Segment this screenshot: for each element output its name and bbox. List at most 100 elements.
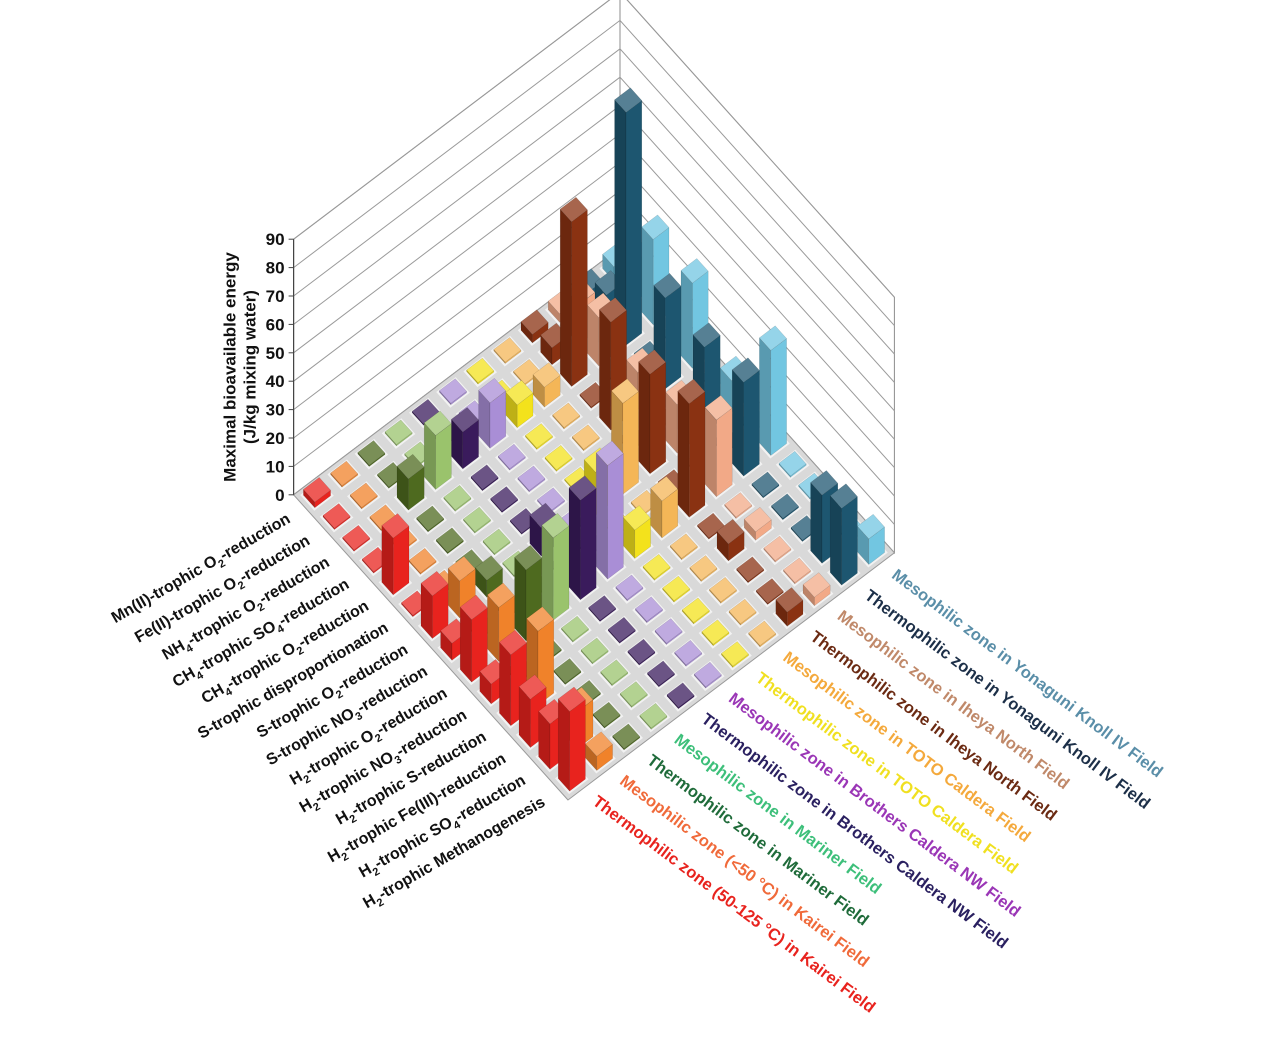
- bar-c12-series-9: [559, 196, 588, 388]
- bar-c10-series-2: [408, 547, 437, 575]
- bar-c4-series-3: [553, 658, 582, 686]
- bar-c10-series-6: [517, 465, 546, 493]
- bar-c5-series-6: [615, 574, 644, 602]
- bar-c4-series-10: [743, 506, 772, 541]
- bar-c4-series-6: [635, 596, 663, 624]
- grid-line: [293, 19, 895, 326]
- grid-line: [293, 0, 895, 298]
- bar-c1-series-4: [639, 702, 668, 730]
- series-label-8: Mesophilic zone in TOTO Caldera Field: [780, 648, 1034, 846]
- bar-c3-series-1: [518, 674, 547, 749]
- bar-c13-series-1: [322, 503, 351, 531]
- bar-c1-series-3: [612, 723, 641, 751]
- bar-c4-series-7: [662, 575, 691, 603]
- bar-c14-series-3: [357, 440, 386, 468]
- bar-c8-series-1: [420, 570, 449, 640]
- bar-c1-series-1: [557, 686, 586, 792]
- bar-c2-series-5: [647, 660, 675, 688]
- bar-c13-series-2: [349, 482, 378, 510]
- bar-c6-series-9: [677, 378, 706, 518]
- bar-c12-series-5: [451, 407, 479, 470]
- y-tick-label: 60: [266, 315, 285, 334]
- bar-c6-series-7: [623, 505, 651, 560]
- y-tick-label: 70: [266, 287, 285, 306]
- bar-c5-series-4: [561, 615, 589, 643]
- bar-c9-series-4: [482, 528, 511, 556]
- bar-c1-series-12: [857, 513, 885, 566]
- bar-c11-series-6: [497, 443, 526, 471]
- bar-c3-series-9: [736, 556, 765, 584]
- bar-c10-series-4: [463, 506, 491, 534]
- bar-c3-series-5: [627, 638, 656, 666]
- bar-c6-series-8: [650, 476, 679, 539]
- bar-c6-series-4: [541, 512, 570, 621]
- series-label-2: Mesophilic zone (<50 °C) in Kairei Field: [616, 772, 872, 971]
- bar-c6-series-5: [568, 475, 597, 601]
- bar-c3-series-8: [709, 576, 737, 604]
- bar-c8-series-9: [638, 349, 667, 475]
- bar-c1-series-9: [775, 587, 804, 627]
- bars-layer: [303, 87, 885, 792]
- y-tick-label: 80: [266, 259, 285, 278]
- bar-c2-series-7: [701, 619, 730, 647]
- bar-c4-series-4: [580, 637, 609, 665]
- grid-line: [293, 48, 895, 355]
- bar-c2-series-9: [755, 578, 784, 606]
- bar-c6-series-6: [595, 440, 624, 580]
- bar-c1-series-8: [748, 620, 777, 648]
- y-axis-unit: (J/kg mixing water): [241, 290, 260, 444]
- y-tick-label: 30: [266, 401, 285, 420]
- bar-c1-series-2: [585, 731, 613, 772]
- bar-c8-series-3: [475, 555, 503, 598]
- bar-c11-series-5: [470, 464, 499, 492]
- y-tick-label: 20: [266, 429, 285, 448]
- bar-c5-series-7: [642, 553, 671, 581]
- bar-c5-series-12: [778, 450, 807, 478]
- bar-c11-series-7: [525, 423, 553, 451]
- bar-c10-series-8: [571, 424, 600, 452]
- y-tick-label: 10: [266, 457, 285, 476]
- bar-c5-series-5: [588, 595, 617, 623]
- bar-c4-series-5: [607, 616, 636, 644]
- bar-c4-series-9: [716, 518, 745, 562]
- bar-c11-series-8: [552, 402, 581, 430]
- bar-c5-series-8: [669, 533, 698, 561]
- bar-c3-series-6: [654, 618, 683, 646]
- bar-c12-series-8: [532, 362, 561, 408]
- bar-c10-series-5: [490, 486, 519, 514]
- bar-c14-series-6: [439, 378, 467, 406]
- bar-c10-series-7: [544, 444, 573, 472]
- bar-c6-series-10: [704, 395, 733, 498]
- bar-c1-series-10: [802, 572, 831, 607]
- y-axis-title: Maximal bioavailable energy: [221, 252, 240, 482]
- back-walls-grid: [293, 0, 895, 555]
- bar-c12-series-3: [396, 453, 425, 511]
- bar-c12-series-1: [342, 524, 371, 552]
- bar-c14-series-4: [384, 419, 413, 447]
- y-tick-label: 0: [275, 486, 284, 505]
- bar-c10-series-1: [381, 513, 410, 596]
- bar-c1-series-11: [829, 483, 858, 586]
- bar-c1-series-7: [721, 641, 749, 669]
- y-tick-label: 90: [266, 230, 285, 249]
- bar-c6-series-12: [759, 325, 787, 457]
- bar-c2-series-3: [592, 701, 621, 729]
- bar-c5-series-10: [724, 492, 753, 520]
- bar-c11-series-4: [443, 484, 472, 512]
- bar-c14-series-8: [493, 337, 522, 365]
- bar-c6-series-11: [731, 357, 760, 477]
- bar-c11-series-3: [416, 505, 445, 533]
- bar-c1-series-5: [666, 682, 695, 710]
- y-tick-label: 50: [266, 344, 285, 363]
- bar-c3-series-10: [763, 535, 792, 563]
- bar-c2-series-4: [619, 681, 648, 709]
- bar-c14-series-2: [330, 460, 359, 488]
- bar-c4-series-8: [689, 555, 718, 583]
- bar-c4-series-11: [771, 493, 799, 521]
- bar-c10-series-3: [435, 527, 464, 555]
- bar-c12-series-11: [614, 87, 643, 346]
- bar-c1-series-6: [693, 661, 722, 689]
- grid-line: [293, 76, 895, 383]
- bar-c5-series-11: [751, 471, 780, 499]
